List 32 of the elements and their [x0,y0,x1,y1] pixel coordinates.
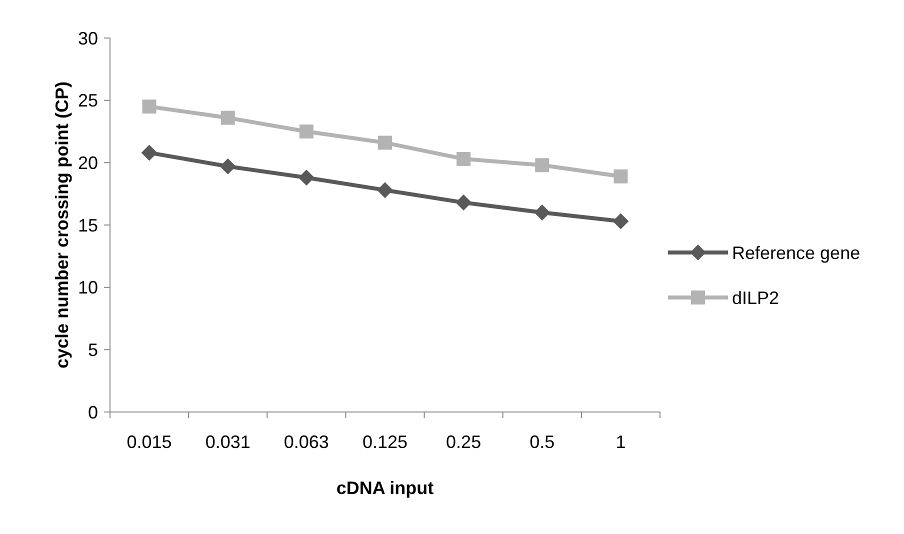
point [220,110,235,125]
point [142,100,156,114]
y-axis-title: cycle number crossing point (CP) [52,81,72,369]
x-tick-label: 0.25 [446,432,482,452]
x-tick-label: 0.063 [284,432,329,452]
point [456,152,471,166]
legend-label: Reference gene [732,242,860,263]
point [535,158,550,172]
point [141,144,158,161]
y-tick-label: 25 [78,90,98,111]
y-tick-label: 10 [78,278,98,298]
point [378,136,392,150]
x-tick-label: 0.125 [362,432,408,452]
point [377,182,393,198]
point [299,124,314,138]
point [298,170,314,186]
point [534,204,550,221]
x-tick-label: 1 [616,432,626,452]
point [614,169,628,184]
point [220,158,236,174]
y-tick-label: 20 [78,152,98,173]
x-tick-label: 0.5 [530,432,555,452]
y-tick-label: 0 [88,402,98,422]
x-tick-label: 0.015 [126,432,172,452]
legend-label: dILP2 [732,288,780,308]
point [612,213,629,230]
x-axis-title: cDNA input [336,478,434,498]
y-tick-label: 15 [78,215,98,236]
x-tick-label: 0.031 [205,432,250,452]
point [456,194,472,211]
y-tick-label: 30 [78,28,98,48]
y-tick-label: 5 [88,340,98,360]
